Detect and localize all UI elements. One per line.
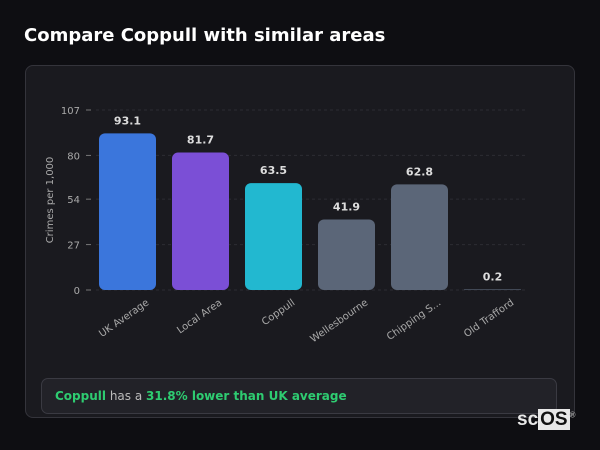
- y-axis-label: Crimes per 1,000: [45, 157, 56, 244]
- bar-value-label: 93.1: [114, 114, 141, 127]
- x-tick-label: Coppull: [260, 297, 297, 328]
- x-tick-label: Wellesbourne: [309, 297, 371, 345]
- bar: [318, 219, 375, 290]
- y-tick-label: 54: [67, 195, 80, 206]
- bar: [99, 133, 156, 290]
- scos-logo: sc OS ®: [517, 409, 576, 430]
- bar-value-label: 41.9: [333, 201, 360, 214]
- x-tick-label: Local Area: [175, 297, 224, 336]
- bar-value-label: 0.2: [483, 270, 503, 283]
- summary-highlight: 31.8% lower than UK average: [146, 389, 347, 403]
- x-tick-label: UK Average: [97, 297, 151, 339]
- y-tick-label: 27: [67, 241, 80, 252]
- y-tick-label: 80: [67, 151, 80, 162]
- summary-area: Coppull: [55, 389, 106, 403]
- bar-value-label: 81.7: [187, 134, 214, 147]
- bar-value-label: 62.8: [406, 165, 433, 178]
- bar-value-label: 63.5: [260, 164, 287, 177]
- summary-box: Coppull has a 31.8% lower than UK averag…: [41, 378, 557, 414]
- bar: [245, 183, 302, 290]
- bar: [391, 184, 448, 290]
- page-title: Compare Coppull with similar areas: [24, 25, 386, 46]
- bar: [464, 289, 521, 290]
- summary-text: has a: [106, 389, 147, 403]
- y-tick-label: 0: [74, 286, 80, 297]
- x-tick-label: Old Trafford: [462, 297, 516, 339]
- bar: [172, 152, 229, 290]
- y-tick-label: 107: [61, 106, 80, 117]
- x-tick-label: Chipping S...: [385, 297, 443, 342]
